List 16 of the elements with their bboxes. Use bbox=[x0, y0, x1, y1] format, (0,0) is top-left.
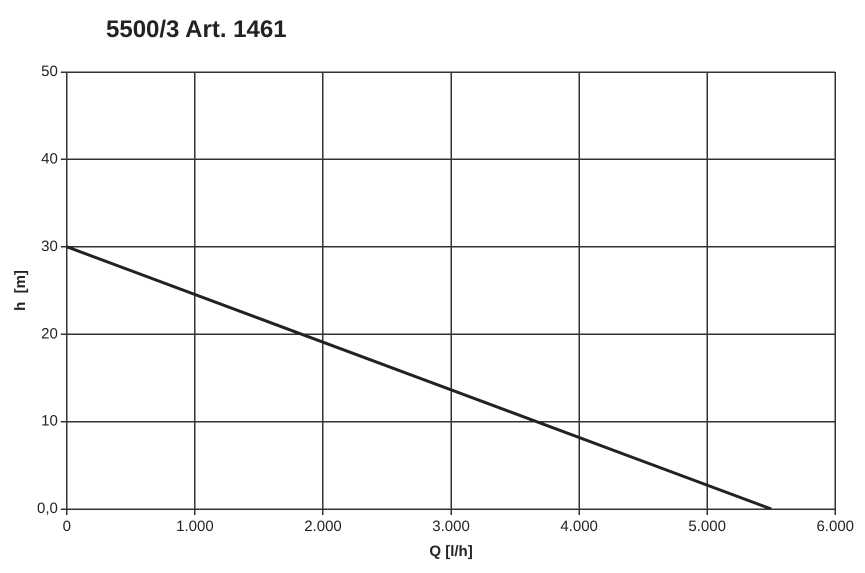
x-tick-label: 1.000 bbox=[176, 518, 214, 536]
chart-title: 5500/3 Art. 1461 bbox=[105, 15, 288, 45]
y-tick-label: 20 bbox=[41, 325, 58, 342]
x-tick-label: 6.000 bbox=[816, 518, 854, 536]
y-tick-label: 10 bbox=[41, 412, 58, 430]
y-tick-label: 50 bbox=[41, 63, 58, 80]
x-axis-title: Q [l/h] bbox=[429, 543, 473, 560]
y-tick-label: 30 bbox=[41, 238, 58, 255]
y-tick-label: 40 bbox=[41, 150, 58, 168]
x-tick-label: 5.000 bbox=[688, 518, 726, 536]
x-tick-label: 2.000 bbox=[304, 518, 342, 536]
x-tick-label: 0 bbox=[62, 518, 72, 536]
x-tick-label: 4.000 bbox=[560, 518, 598, 536]
x-tick-label: 3.000 bbox=[432, 518, 470, 536]
y-axis-title: h [m] bbox=[12, 270, 30, 311]
y-tick-label: 0,0 bbox=[36, 500, 58, 518]
